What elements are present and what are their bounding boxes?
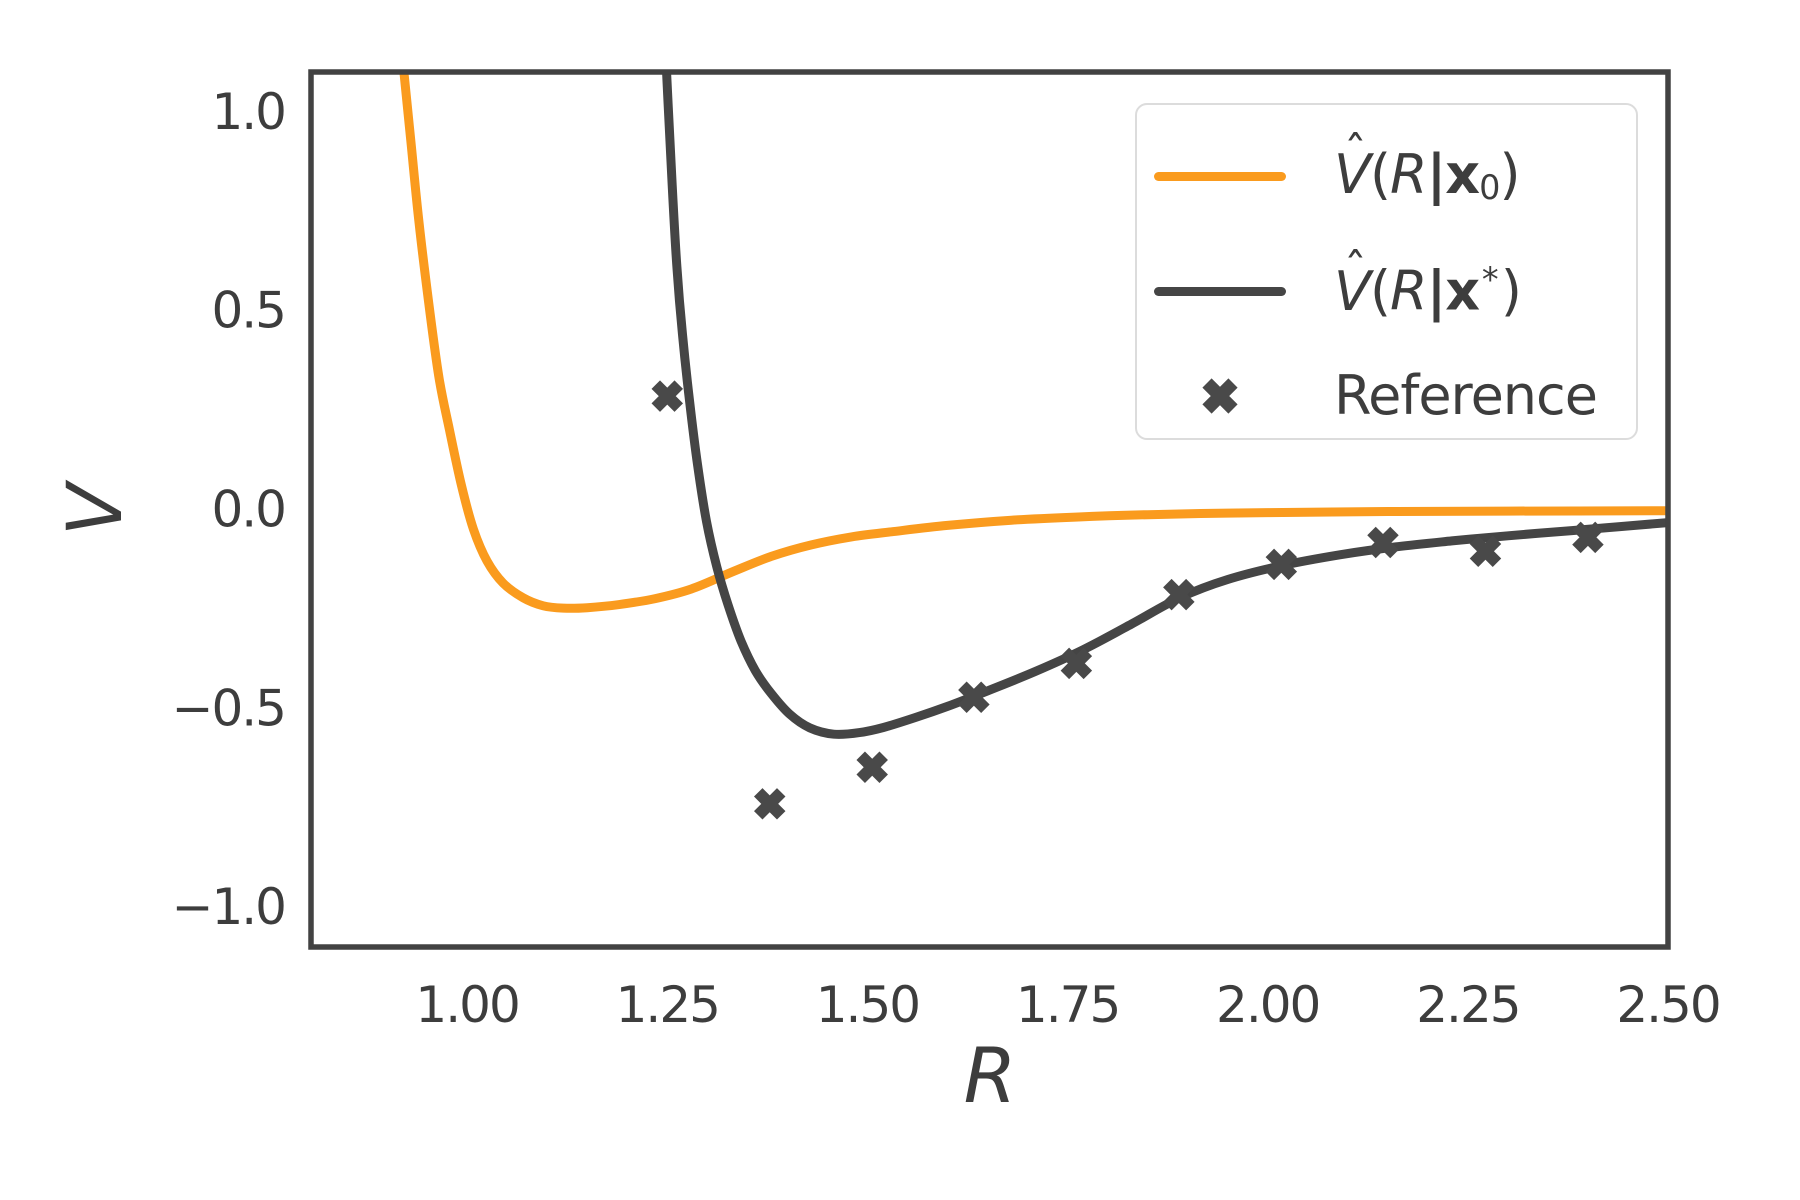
series-vhat-x0-curve	[399, 72, 1668, 613]
reference-marker	[1163, 578, 1195, 611]
reference-marker	[1367, 526, 1399, 559]
legend-sample	[1154, 286, 1286, 296]
reference-markers	[651, 380, 1604, 820]
plot-frame	[308, 69, 1671, 950]
y-tick-label: −0.5	[172, 679, 285, 737]
x-tick-label: 2.00	[1216, 976, 1319, 1034]
x-tick-label: 2.25	[1416, 976, 1519, 1034]
legend-item-reference: Reference	[1154, 364, 1598, 427]
reference-marker	[753, 788, 786, 820]
legend-label: ˆ V(R|x*)	[1334, 243, 1522, 323]
x-tick-label: 1.75	[1016, 976, 1119, 1034]
legend-item-vhat-xstar: ˆ V(R|x*)	[1154, 243, 1522, 323]
legend-sample	[1154, 374, 1286, 418]
y-tick-label: −1.0	[172, 878, 285, 936]
legend-sample	[1154, 171, 1286, 181]
x-axis-label: R	[963, 1031, 1017, 1120]
reference-marker	[1265, 548, 1298, 581]
legend-label: Reference	[1334, 364, 1598, 427]
x-marker-icon	[1202, 378, 1238, 414]
reference-marker	[958, 681, 990, 713]
hat-accent: ˆ	[1343, 243, 1367, 298]
reference-marker	[856, 751, 888, 783]
hat-accent: ˆ	[1343, 126, 1367, 181]
legend-line-sample	[1154, 171, 1286, 181]
legend-item-vhat-x0: ˆ V(R|x0)	[1154, 126, 1521, 207]
x-tick-label: 2.50	[1616, 976, 1719, 1034]
y-axis-label: V	[50, 484, 139, 536]
reference-marker	[1060, 647, 1093, 680]
reference-marker	[651, 380, 684, 412]
x-tick-label: 1.50	[816, 976, 919, 1034]
legend-line-sample	[1154, 286, 1286, 296]
legend-label: ˆ V(R|x0)	[1334, 126, 1521, 207]
x-tick-label: 1.25	[616, 976, 719, 1034]
legend: ˆ V(R|x0) ˆ V(R|x*) Reference	[1135, 103, 1638, 440]
reference-marker	[1469, 535, 1502, 568]
y-tick-label: 0.0	[211, 481, 285, 539]
y-tick-label: 1.0	[211, 83, 285, 141]
reference-marker	[1572, 521, 1604, 554]
series-vhat-xstar-curve	[662, 72, 1668, 739]
y-tick-label: 0.5	[211, 282, 285, 340]
x-tick-label: 1.00	[415, 976, 518, 1034]
